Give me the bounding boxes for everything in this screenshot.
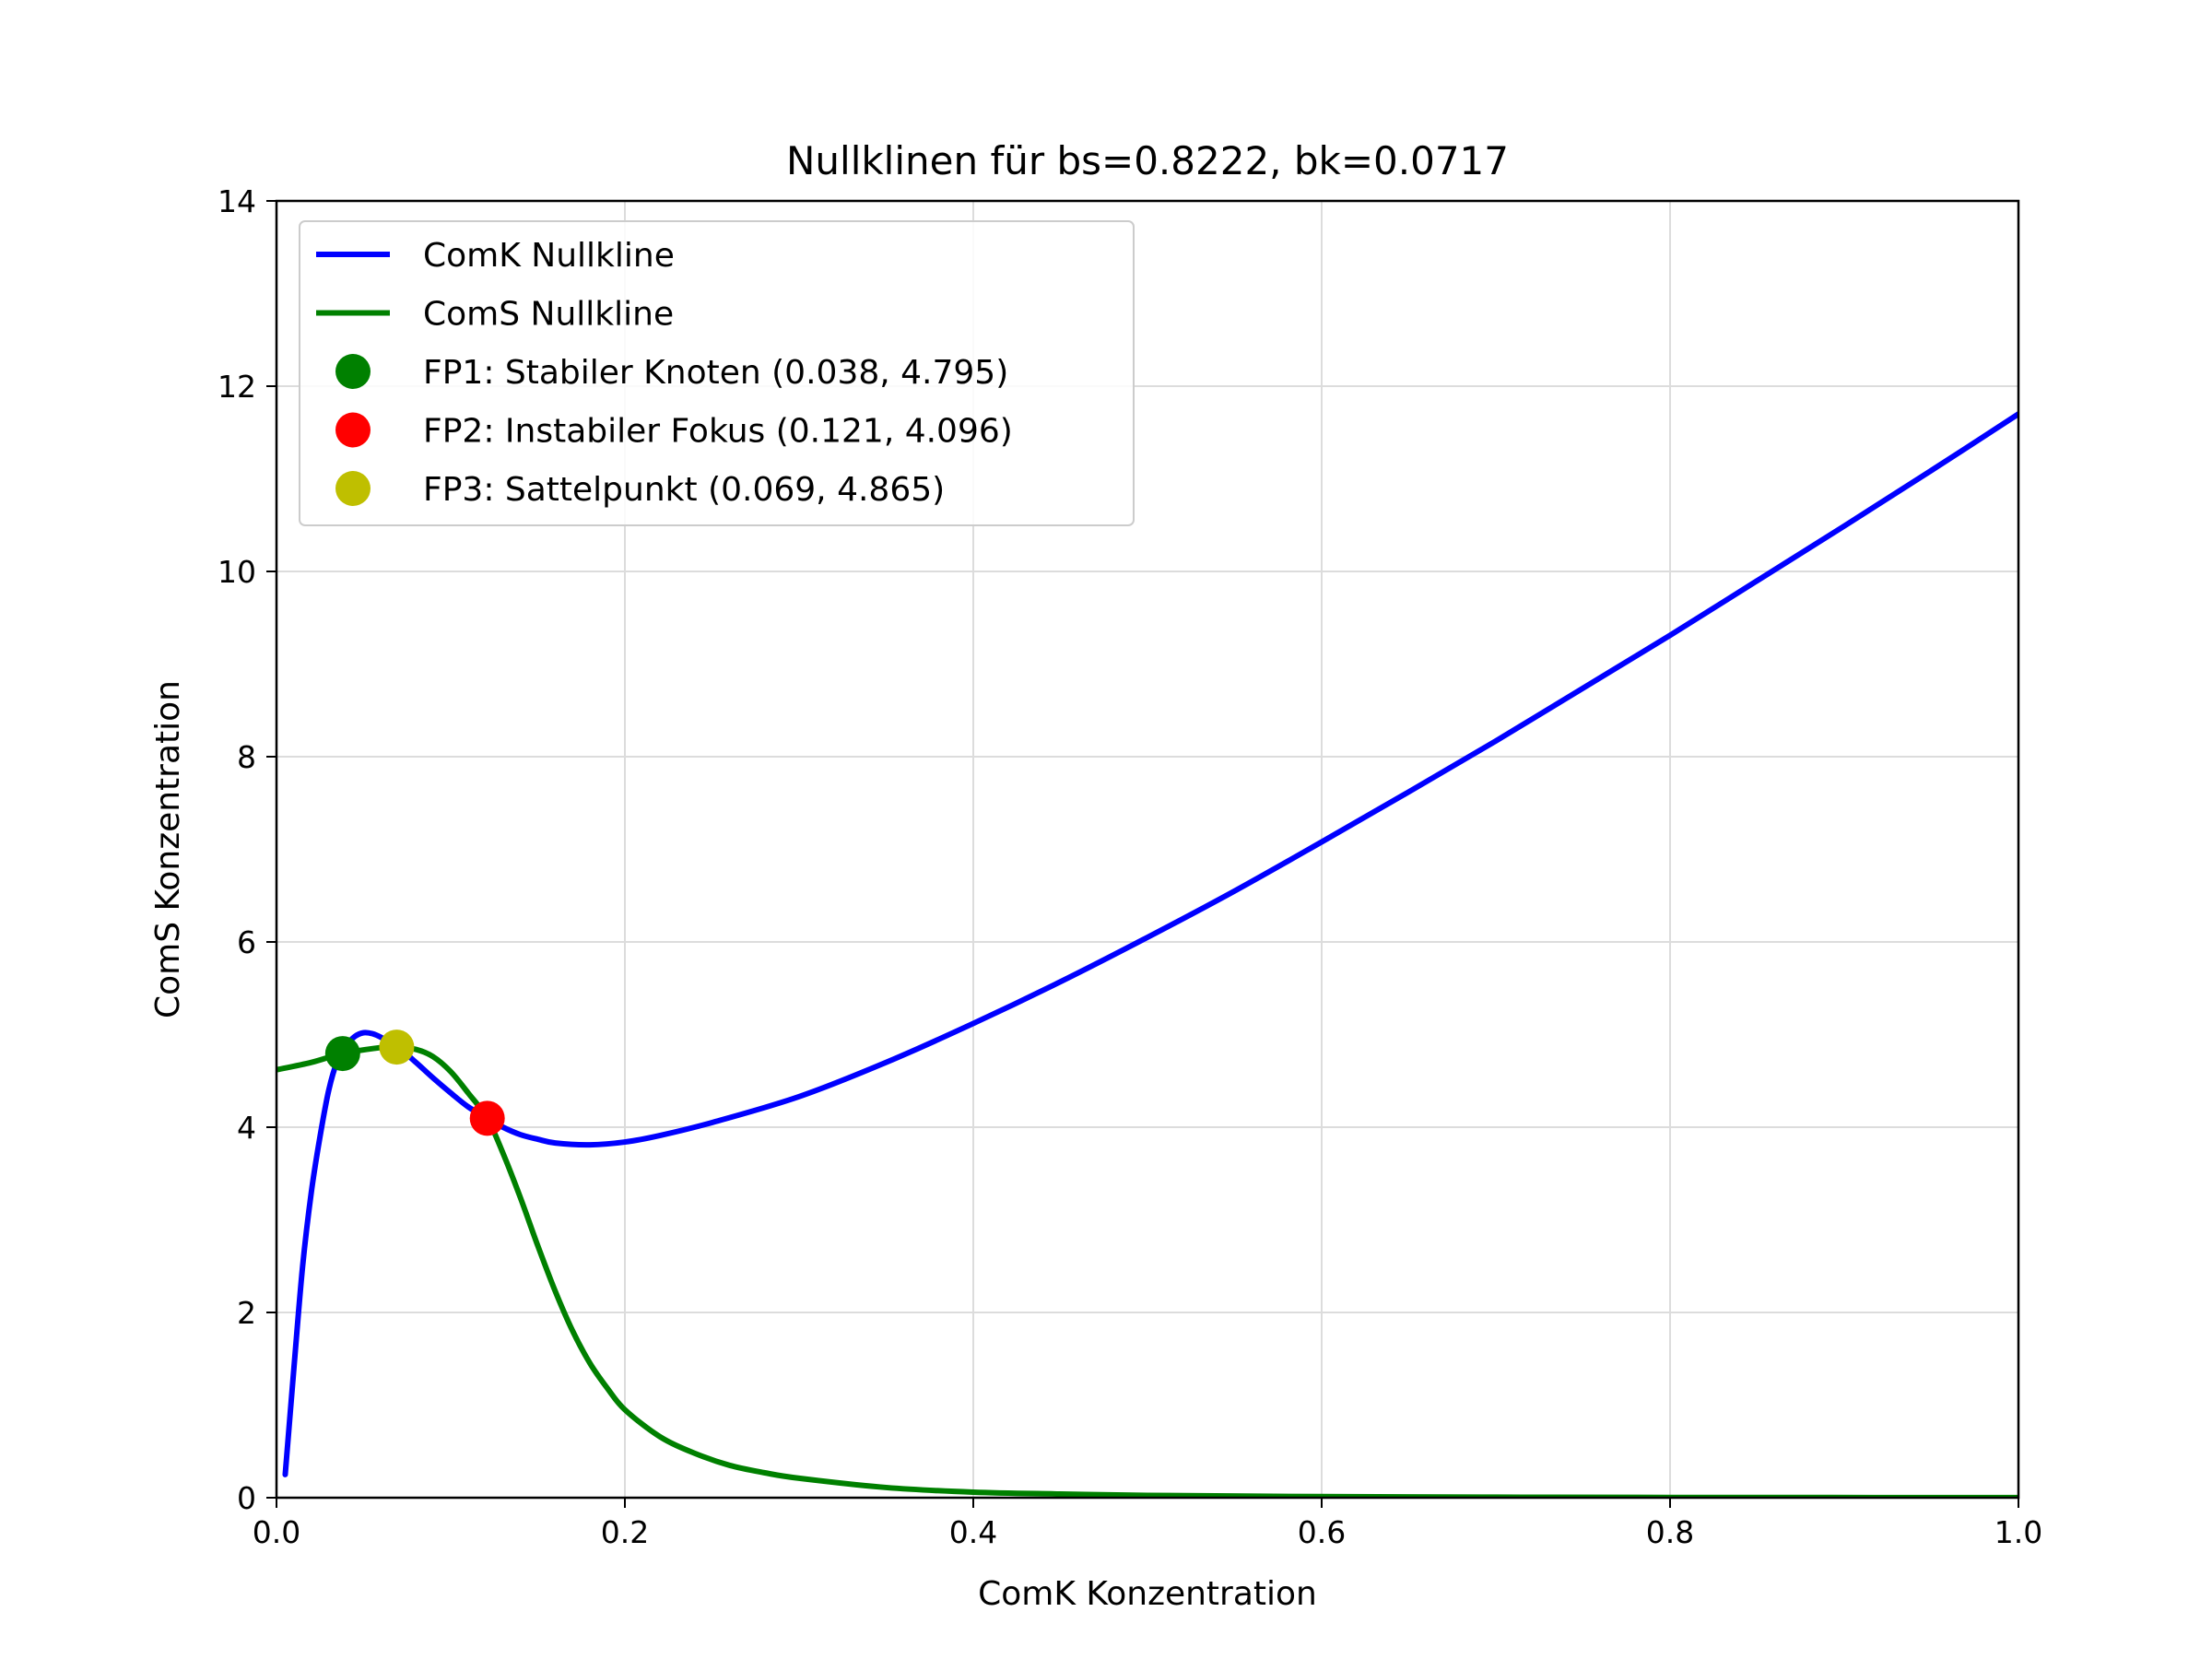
legend-label: ComK Nullkline xyxy=(423,237,675,275)
legend-swatch-marker xyxy=(335,354,371,389)
x-tick-label: 0.4 xyxy=(949,1514,997,1550)
legend-label: ComS Nullkline xyxy=(423,296,674,334)
y-axis-label: ComS Konzentration xyxy=(149,680,187,1018)
chart-title: Nullklinen für bs=0.8222, bk=0.0717 xyxy=(786,138,1509,183)
coms-nullcline-line xyxy=(276,1043,2018,1498)
y-tick-label: 2 xyxy=(237,1295,256,1331)
x-tick-label: 0.2 xyxy=(601,1514,649,1550)
x-axis-label: ComK Konzentration xyxy=(978,1575,1317,1613)
legend-box xyxy=(299,220,1135,526)
y-tick-label: 12 xyxy=(218,369,256,405)
axis-ticks: 0.0 0.2 0.4 0.6 0.8 1.0 0 2 4 6 8 10 12 14 xyxy=(218,183,2042,1550)
legend-swatch-marker xyxy=(335,471,371,506)
y-tick-label: 0 xyxy=(237,1480,256,1516)
x-tick-label: 0.8 xyxy=(1646,1514,1694,1550)
fp3-saddle-point-marker xyxy=(379,1030,415,1065)
fixed-points xyxy=(324,1030,505,1136)
x-tick-label: 0.6 xyxy=(1298,1514,1346,1550)
y-tick-label: 6 xyxy=(237,924,256,960)
y-tick-label: 14 xyxy=(218,183,256,219)
legend: ComK Nullkline ComS Nullkline FP1: Stabile… xyxy=(299,220,1135,526)
fp1-stable-node-marker xyxy=(324,1036,360,1072)
x-tick-label: 0.0 xyxy=(253,1514,300,1550)
legend-label: FP3: Sattelpunkt (0.069, 4.865) xyxy=(423,471,945,509)
x-tick-label: 1.0 xyxy=(1994,1514,2042,1550)
legend-label: FP1: Stabiler Knoten (0.038, 4.795) xyxy=(423,354,1008,392)
y-tick-label: 4 xyxy=(237,1110,256,1146)
legend-swatch-marker xyxy=(335,412,371,448)
plot-frame xyxy=(275,199,2020,1500)
y-tick-label: 8 xyxy=(237,739,256,775)
legend-label: FP2: Instabiler Fokus (0.121, 4.096) xyxy=(423,413,1013,451)
fp2-unstable-focus-marker xyxy=(469,1100,505,1136)
y-tick-label: 10 xyxy=(218,554,256,590)
